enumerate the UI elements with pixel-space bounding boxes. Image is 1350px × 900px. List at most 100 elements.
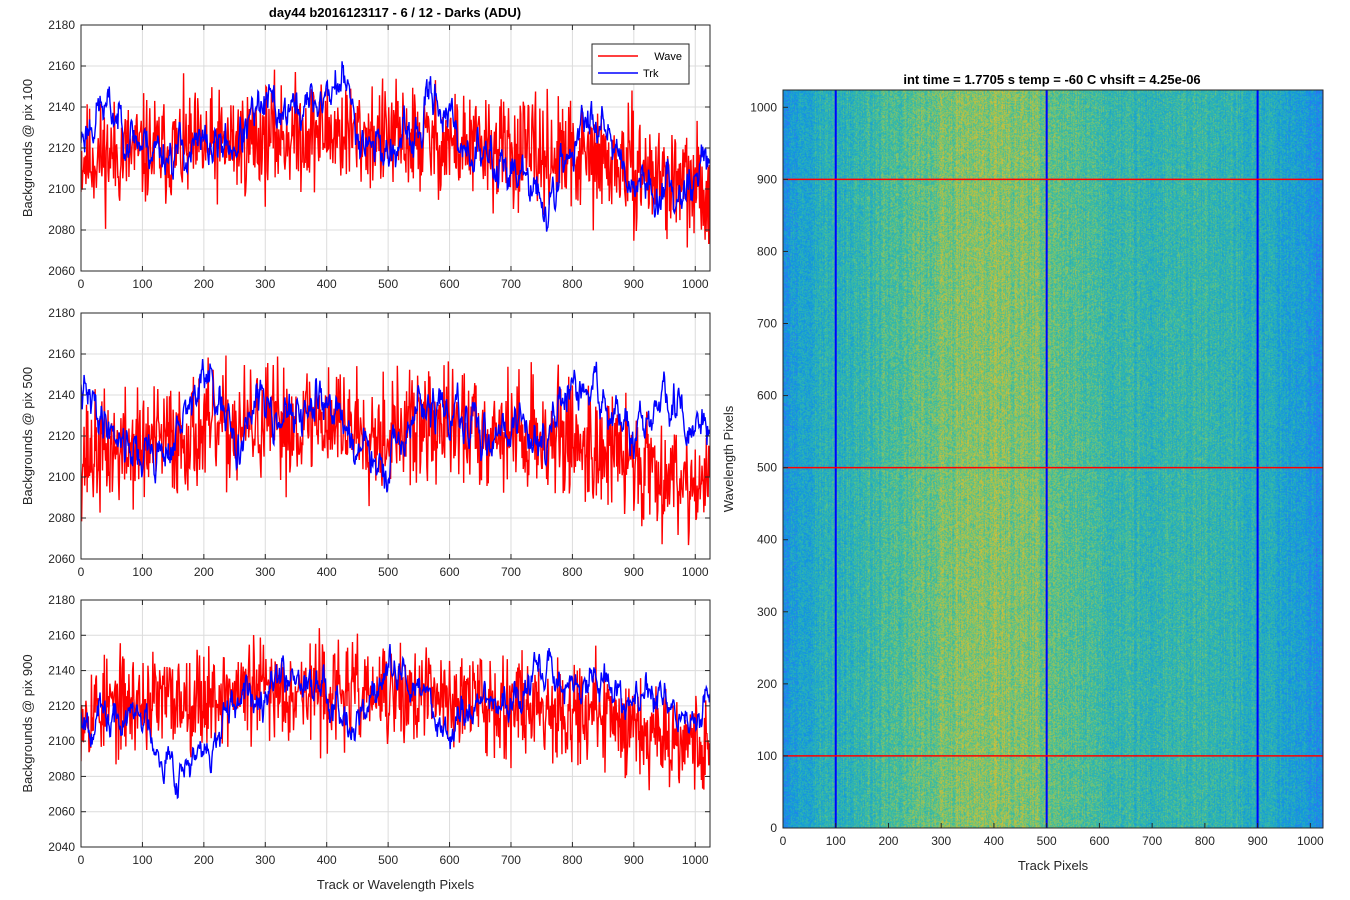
y-tick-label: 800 <box>757 244 777 258</box>
heatmap-frame <box>782 89 1324 829</box>
x-tick-label: 900 <box>624 565 644 579</box>
heatmap-image <box>783 90 1323 828</box>
plot-frame <box>80 599 711 848</box>
x-tick-label: 700 <box>1142 834 1162 848</box>
y-tick-label: 2160 <box>48 59 75 73</box>
y-tick-label: 2120 <box>48 429 75 443</box>
y-tick-label: 500 <box>757 461 777 475</box>
x-tick-label: 600 <box>440 853 460 867</box>
heatmap-chart: int time = 1.7705 s temp = -60 C vhsift … <box>721 72 1324 873</box>
y-tick-label: 2100 <box>48 182 75 196</box>
x-tick-label: 300 <box>255 565 275 579</box>
y-tick-label: 2120 <box>48 141 75 155</box>
y-tick-label: 2180 <box>48 593 75 607</box>
y-tick-label: 2140 <box>48 664 75 678</box>
x-tick-label: 1000 <box>682 565 709 579</box>
y-tick-label: 2140 <box>48 388 75 402</box>
y-tick-label: 2180 <box>48 18 75 32</box>
y-tick-label: 2060 <box>48 805 75 819</box>
x-tick-label: 100 <box>826 834 846 848</box>
heatmap-title: int time = 1.7705 s temp = -60 C vhsift … <box>903 72 1200 87</box>
series-line-trk <box>81 61 710 232</box>
x-tick-label: 400 <box>317 277 337 291</box>
y-tick-label: 2060 <box>48 552 75 566</box>
x-tick-label: 0 <box>78 853 85 867</box>
x-tick-label: 1000 <box>682 277 709 291</box>
x-tick-label: 300 <box>255 853 275 867</box>
x-tick-label: 900 <box>624 853 644 867</box>
y-tick-label: 0 <box>770 821 777 835</box>
x-tick-label: 800 <box>562 277 582 291</box>
heatmap-overlay: 0 100 200 300 400 500 600 700 800 900 1000 0 100 200 3… <box>721 89 1324 873</box>
figure-title: day44 b2016123117 - 6 / 12 - Darks (ADU) <box>269 5 521 20</box>
y-tick-label: 700 <box>757 317 777 331</box>
x-tick-label: 800 <box>1195 834 1215 848</box>
x-tick-label: 900 <box>1248 834 1268 848</box>
y-tick-label: 1000 <box>750 100 777 114</box>
y-tick-label: 2160 <box>48 347 75 361</box>
x-tick-label: 300 <box>255 277 275 291</box>
y-tick-label: 2100 <box>48 734 75 748</box>
y-axis-label: Wavelength Pixels <box>721 405 736 512</box>
x-tick-label: 300 <box>931 834 951 848</box>
y-tick-label: 2080 <box>48 223 75 237</box>
line-chart-pix-900: 0 100 200 300 400 500 600 700 800 900 1000 2040 2060… <box>20 593 711 892</box>
y-tick-label: 2140 <box>48 100 75 114</box>
x-tick-label: 800 <box>562 565 582 579</box>
x-tick-label: 500 <box>378 853 398 867</box>
y-axis-label: Backgrounds @ pix 100 <box>20 79 35 217</box>
x-tick-label: 0 <box>78 565 85 579</box>
series-line-wave <box>81 69 710 248</box>
series-line-trk <box>81 644 710 800</box>
y-tick-label: 2080 <box>48 511 75 525</box>
x-axis-label: Track or Wavelength Pixels <box>317 877 475 892</box>
x-tick-label: 1000 <box>1297 834 1324 848</box>
legend-label-wave: Wave <box>654 51 682 63</box>
line-chart-pix-500: 0 100 200 300 400 500 600 700 800 900 1000 2060 2080… <box>20 306 711 579</box>
x-tick-label: 400 <box>984 834 1004 848</box>
x-tick-label: 100 <box>132 565 152 579</box>
x-tick-label: 700 <box>501 277 521 291</box>
x-tick-label: 200 <box>194 565 214 579</box>
x-tick-label: 800 <box>562 853 582 867</box>
y-tick-label: 100 <box>757 749 777 763</box>
y-tick-label: 2180 <box>48 306 75 320</box>
y-tick-label: 300 <box>757 605 777 619</box>
y-tick-label: 2080 <box>48 769 75 783</box>
x-tick-label: 400 <box>317 853 337 867</box>
y-axis-label: Backgrounds @ pix 500 <box>20 367 35 505</box>
legend-box <box>591 43 690 85</box>
y-tick-label: 2040 <box>48 840 75 854</box>
x-tick-label: 0 <box>780 834 787 848</box>
series-line-trk <box>81 358 710 493</box>
series-line-wave <box>81 628 710 791</box>
y-tick-label: 2160 <box>48 628 75 642</box>
x-tick-label: 0 <box>78 277 85 291</box>
x-tick-label: 600 <box>440 565 460 579</box>
x-axis-label: Track Pixels <box>1018 858 1089 873</box>
series-line-wave <box>81 355 710 546</box>
x-tick-label: 100 <box>132 277 152 291</box>
y-axis-label: Backgrounds @ pix 900 <box>20 654 35 792</box>
x-tick-label: 700 <box>501 565 521 579</box>
legend-label-trk: Trk <box>643 68 659 80</box>
x-tick-label: 1000 <box>682 853 709 867</box>
y-tick-label: 2100 <box>48 470 75 484</box>
y-tick-label: 2120 <box>48 699 75 713</box>
x-tick-label: 500 <box>378 277 398 291</box>
x-tick-label: 900 <box>624 277 644 291</box>
x-tick-label: 500 <box>378 565 398 579</box>
y-tick-label: 400 <box>757 533 777 547</box>
x-tick-label: 500 <box>1037 834 1057 848</box>
y-tick-label: 900 <box>757 172 777 186</box>
y-tick-label: 2060 <box>48 264 75 278</box>
y-tick-label: 600 <box>757 389 777 403</box>
x-tick-label: 600 <box>1089 834 1109 848</box>
x-tick-label: 600 <box>440 277 460 291</box>
x-tick-label: 200 <box>194 277 214 291</box>
x-tick-label: 100 <box>132 853 152 867</box>
x-tick-label: 400 <box>317 565 337 579</box>
x-tick-label: 200 <box>194 853 214 867</box>
y-tick-label: 200 <box>757 677 777 691</box>
